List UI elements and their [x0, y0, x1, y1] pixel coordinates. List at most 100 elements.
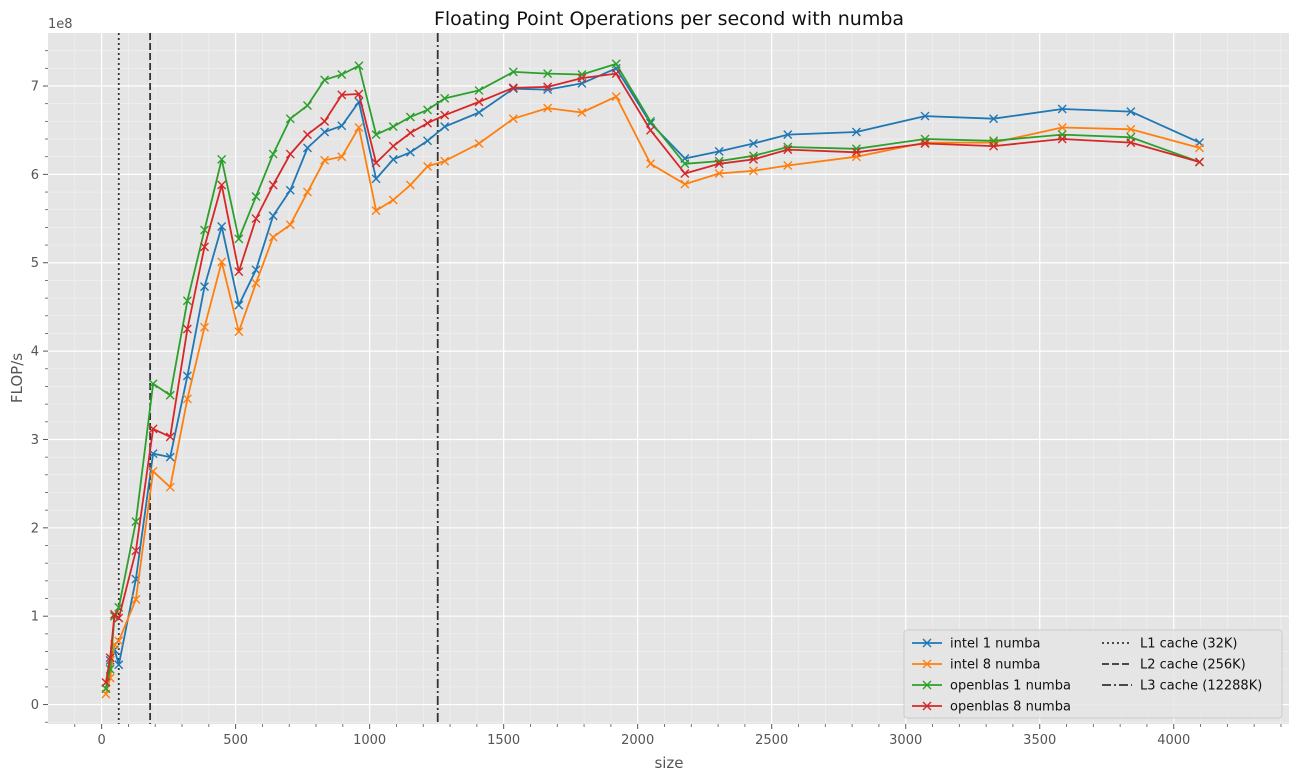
major-grid: [48, 33, 1289, 724]
data-point: [302, 130, 312, 140]
data-point: [148, 466, 158, 476]
data-point: [251, 214, 261, 224]
data-point: [131, 594, 141, 604]
data-point: [131, 517, 141, 527]
data-point: [440, 122, 450, 132]
plot-area: [48, 33, 1289, 724]
data-point: [165, 390, 175, 400]
data-point: [474, 138, 484, 148]
data-point: [405, 180, 415, 190]
y-axis: 0 1 2 3 4 5 6 7: [31, 50, 48, 723]
legend-label: L1 cache (32K): [1140, 637, 1238, 652]
data-point: [200, 282, 210, 292]
data-point: [748, 154, 758, 164]
data-point: [337, 152, 347, 162]
y-tick-label: 3: [31, 433, 39, 448]
data-point: [543, 82, 553, 92]
legend-label: openblas 1 numba: [950, 679, 1071, 694]
data-point: [285, 114, 295, 124]
data-point: [611, 92, 621, 102]
data-point: [234, 327, 244, 337]
data-point: [646, 116, 656, 126]
data-point: [268, 180, 278, 190]
legend-label: intel 1 numba: [950, 637, 1040, 652]
minor-grid: [48, 33, 1289, 724]
data-point: [320, 116, 330, 126]
data-point: [165, 452, 175, 462]
data-point: [371, 174, 381, 184]
data-point: [371, 206, 381, 216]
data-point: [251, 191, 261, 201]
y-multiplier-label: 1e8: [48, 17, 73, 32]
data-point: [217, 222, 227, 232]
data-point: [337, 70, 347, 80]
data-point: [783, 161, 793, 171]
data-point: [543, 103, 553, 113]
data-point: [680, 159, 690, 169]
data-point: [474, 85, 484, 95]
data-point: [217, 180, 227, 190]
data-point: [388, 141, 398, 151]
data-point: [440, 156, 450, 166]
legend-marker: [922, 701, 932, 711]
data-point: [1057, 123, 1067, 133]
data-point: [234, 267, 244, 277]
data-point: [285, 220, 295, 230]
y-tick-label: 4: [31, 345, 39, 360]
legend-marker: [922, 638, 932, 648]
data-point: [423, 161, 433, 171]
data-point: [200, 225, 210, 235]
data-point: [302, 143, 312, 153]
data-point: [182, 371, 192, 381]
y-tick-label: 0: [31, 698, 39, 713]
data-point: [217, 257, 227, 267]
data-point: [748, 138, 758, 148]
data-point: [748, 166, 758, 176]
data-point: [851, 127, 861, 137]
data-point: [148, 379, 158, 389]
data-point: [851, 147, 861, 157]
data-point: [508, 67, 518, 77]
x-axis: 0 500 1000 1500 2000 2500 3000 3500 4000: [74, 724, 1282, 748]
data-point: [611, 59, 621, 69]
data-point: [320, 155, 330, 165]
data-point: [320, 127, 330, 137]
data-point: [234, 234, 244, 244]
data-point: [165, 432, 175, 442]
data-point: [388, 195, 398, 205]
data-point: [337, 121, 347, 131]
x-tick-label: 0: [97, 733, 105, 748]
data-point: [920, 111, 930, 121]
data-point: [182, 324, 192, 334]
x-tick-label: 1000: [353, 733, 386, 748]
data-point: [371, 130, 381, 140]
legend-label: L3 cache (12288K): [1140, 679, 1262, 694]
y-tick-label: 6: [31, 168, 39, 183]
data-point: [182, 296, 192, 306]
data-point: [388, 122, 398, 132]
data-point: [1194, 143, 1204, 153]
x-tick-label: 1500: [487, 733, 520, 748]
data-point: [474, 97, 484, 107]
data-point: [577, 108, 587, 118]
data-point: [646, 159, 656, 169]
data-point: [405, 147, 415, 157]
data-point: [423, 105, 433, 115]
data-point: [200, 242, 210, 252]
data-point: [1057, 134, 1067, 144]
data-point: [268, 149, 278, 159]
data-point: [371, 158, 381, 168]
legend-box: [903, 629, 1283, 719]
data-point: [783, 145, 793, 155]
data-point: [101, 677, 111, 687]
legend: intel 1 numba intel 8 numba openblas 1 num…: [903, 629, 1283, 719]
data-point: [577, 73, 587, 83]
data-point: [268, 211, 278, 221]
data-point: [405, 112, 415, 122]
data-point: [302, 100, 312, 110]
data-point: [989, 141, 999, 151]
x-tick-label: 500: [223, 733, 248, 748]
legend-label: L2 cache (256K): [1140, 658, 1246, 673]
data-point: [1194, 157, 1204, 167]
